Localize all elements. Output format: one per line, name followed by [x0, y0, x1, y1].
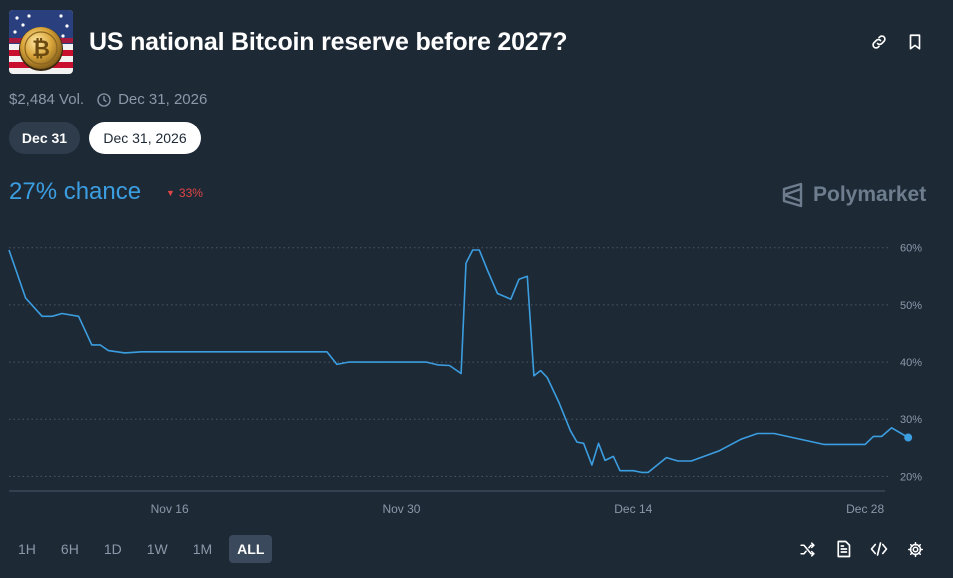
shuffle-icon[interactable]	[798, 540, 816, 558]
bookmark-icon[interactable]	[905, 32, 925, 52]
volume-label: $2,484 Vol.	[9, 91, 85, 108]
bitcoin-flag-thumbnail-icon: ₿	[9, 10, 73, 74]
last-point-marker	[904, 433, 913, 442]
clock-icon	[96, 92, 112, 108]
end-date-label: Dec 31, 2026	[118, 91, 208, 108]
down-arrow-icon: ▼	[166, 188, 175, 198]
market-thumbnail: ₿	[9, 10, 73, 74]
chance-label: 27% chance	[9, 178, 142, 205]
chance-change: ▼ 33%	[166, 186, 203, 200]
series-line	[8, 249, 909, 474]
range-all[interactable]: ALL	[229, 535, 273, 563]
range-1w[interactable]: 1W	[146, 541, 168, 557]
range-6h[interactable]: 6H	[60, 541, 79, 557]
x-tick-label: Dec 14	[614, 502, 652, 516]
time-range-selector: 1H 6H 1D 1W 1M ALL	[10, 535, 281, 563]
polymarket-logo-icon	[782, 182, 803, 208]
svg-text:₿: ₿	[32, 36, 50, 61]
embed-code-icon[interactable]	[870, 540, 888, 558]
brand-name: Polymarket	[813, 183, 927, 206]
price-chart: 60% 50% 40% 30% 20% Nov 16 Nov 30 Dec 14 Dec 28	[8, 243, 922, 516]
copy-link-icon[interactable]	[869, 32, 889, 52]
polymarket-brand: Polymarket	[781, 182, 926, 208]
x-tick-label: Nov 16	[151, 502, 189, 516]
y-tick-label: 60%	[900, 243, 922, 255]
date-pill-dec-31-2026[interactable]: Dec 31, 2026	[89, 122, 201, 154]
settings-icon[interactable]	[906, 540, 924, 558]
y-tick-label: 20%	[900, 471, 922, 483]
range-1h[interactable]: 1H	[18, 541, 36, 557]
range-1m[interactable]: 1M	[192, 541, 213, 557]
x-tick-label: Dec 28	[846, 502, 884, 516]
date-pill-dec-31[interactable]: Dec 31	[9, 122, 80, 154]
range-1d[interactable]: 1D	[103, 541, 122, 557]
y-tick-label: 50%	[900, 300, 922, 312]
y-tick-label: 30%	[900, 414, 922, 426]
x-tick-label: Nov 30	[382, 502, 420, 516]
y-tick-label: 40%	[900, 357, 922, 369]
market-meta: $2,484 Vol. Dec 31, 2026	[9, 91, 207, 108]
chance-change-value: 33%	[178, 186, 203, 200]
market-title: US national Bitcoin reserve before 2027?	[89, 28, 568, 56]
document-icon[interactable]	[834, 540, 852, 558]
